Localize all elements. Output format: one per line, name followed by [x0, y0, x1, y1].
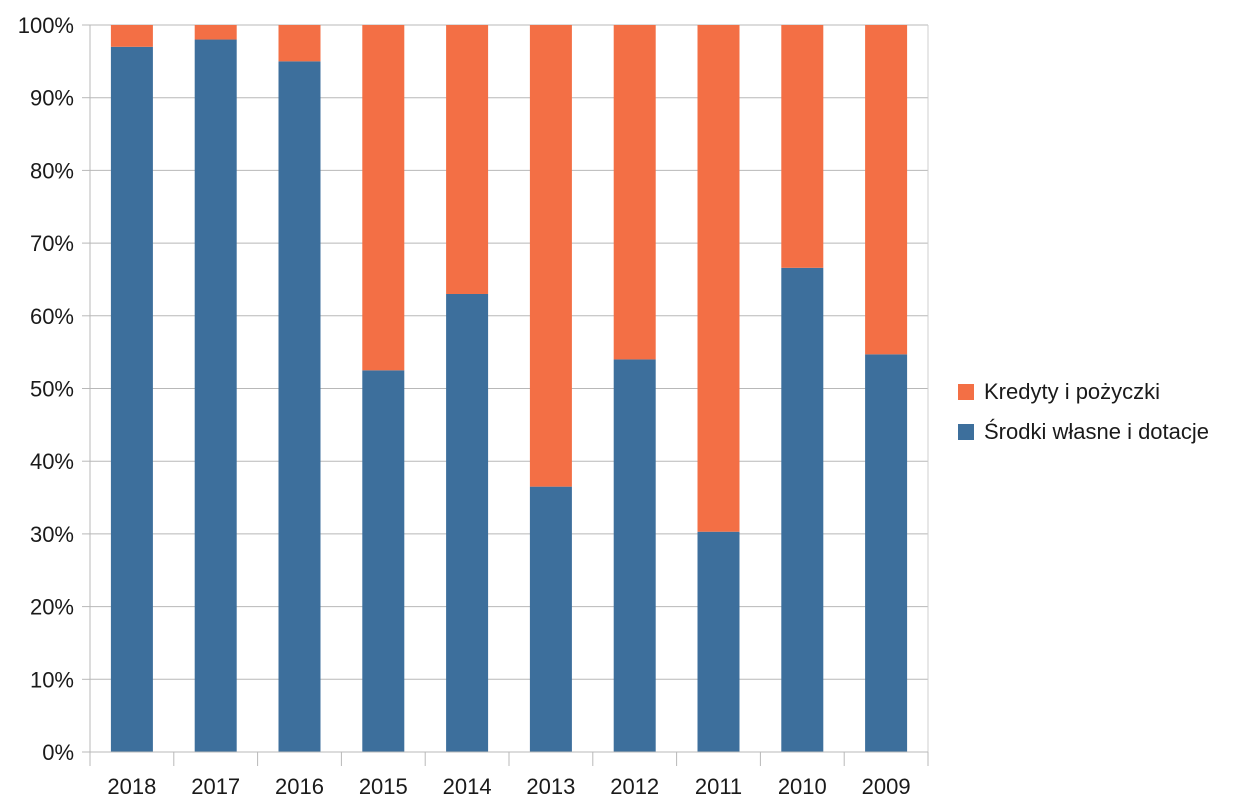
- x-tick-label: 2013: [526, 774, 575, 798]
- bar-srodki-2010: [781, 267, 824, 752]
- x-tick-label: 2010: [778, 774, 827, 798]
- y-tick-label: 0%: [42, 740, 74, 765]
- y-tick-label: 90%: [30, 86, 74, 111]
- legend-label-kredyty: Kredyty i pożyczki: [984, 379, 1161, 404]
- x-tick-label: 2016: [275, 774, 324, 798]
- legend-swatch-kredyty: [958, 384, 974, 400]
- bar-srodki-2011: [697, 531, 740, 752]
- bar-srodki-2018: [110, 46, 153, 753]
- bar-srodki-2017: [194, 39, 237, 753]
- x-tick-label: 2017: [191, 774, 240, 798]
- legend-label-srodki: Środki własne i dotacje: [984, 419, 1210, 444]
- y-tick-label: 50%: [30, 377, 74, 402]
- x-tick-label: 2009: [862, 774, 911, 798]
- bar-srodki-2009: [865, 354, 908, 752]
- y-tick-label: 10%: [30, 667, 74, 692]
- bar-kredyty-2010: [781, 25, 824, 268]
- axes: [82, 24, 929, 766]
- y-tick-label: 100%: [18, 13, 74, 38]
- x-tick-label: 2015: [359, 774, 408, 798]
- legend-swatch-srodki: [958, 424, 974, 440]
- y-axis-tick-labels: 0% 10% 20% 30% 40% 50% 60% 70% 80% 90% 100%: [18, 13, 74, 765]
- bar-kredyty-2011: [697, 25, 740, 532]
- y-tick-label: 40%: [30, 449, 74, 474]
- bar-srodki-2012: [613, 359, 656, 752]
- x-tick-label: 2011: [695, 774, 742, 798]
- legend-item-srodki: Środki własne i dotacje: [958, 412, 1209, 452]
- y-tick-label: 60%: [30, 304, 74, 329]
- bar-srodki-2015: [362, 370, 405, 752]
- x-tick-label: 2012: [610, 774, 659, 798]
- x-axis-tick-labels: 2018 2017 2016 2015 2014 2013 2012 2011 2010 2009: [107, 774, 910, 798]
- bar-kredyty-2012: [613, 25, 656, 360]
- x-tick-label: 2014: [443, 774, 492, 798]
- bars: [110, 25, 908, 753]
- bar-kredyty-2016: [278, 25, 321, 62]
- bar-kredyty-2018: [110, 25, 153, 47]
- y-tick-label: 20%: [30, 595, 74, 620]
- bar-kredyty-2017: [194, 25, 237, 40]
- bar-kredyty-2009: [865, 25, 908, 355]
- y-tick-label: 30%: [30, 522, 74, 547]
- y-tick-label: 70%: [30, 231, 74, 256]
- bar-kredyty-2013: [529, 25, 572, 487]
- legend: Kredyty i pożyczki Środki własne i dotac…: [958, 372, 1209, 452]
- bar-srodki-2014: [446, 293, 489, 752]
- x-tick-label: 2018: [107, 774, 156, 798]
- y-tick-label: 80%: [30, 158, 74, 183]
- bar-srodki-2016: [278, 61, 321, 753]
- legend-item-kredyty: Kredyty i pożyczki: [958, 372, 1209, 412]
- bar-kredyty-2014: [446, 25, 489, 294]
- bar-kredyty-2015: [362, 25, 405, 371]
- bar-srodki-2013: [529, 486, 572, 752]
